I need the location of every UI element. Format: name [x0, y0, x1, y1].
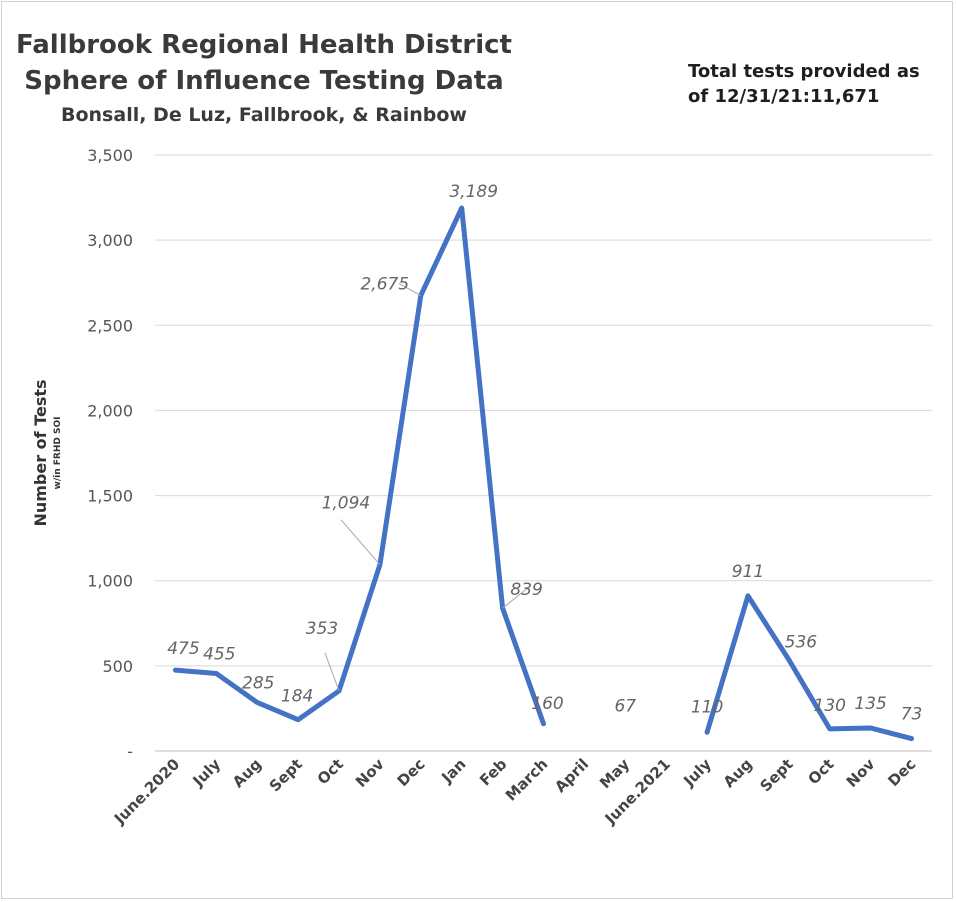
data-label: 475 — [167, 639, 199, 659]
gridlines — [155, 154, 932, 752]
series-segment — [704, 593, 915, 742]
data-label: 73 — [901, 705, 923, 725]
chart-subtitle: Sphere of Influence Testing Data — [24, 66, 504, 96]
y-tick-label: 1,000 — [87, 572, 133, 591]
x-tick-label: Nov — [352, 755, 388, 791]
x-tick-label: Oct — [314, 755, 347, 788]
y-tick-label: 2,000 — [87, 401, 133, 420]
y-tick-label: - — [127, 742, 133, 761]
x-tick-label: June.2020 — [110, 755, 183, 828]
y-axis-ticks: - 500 1,000 1,500 2,000 2,500 3,000 3,500 — [87, 146, 133, 761]
label-leader-lines — [324, 283, 528, 692]
x-tick-label: Aug — [720, 755, 756, 791]
chart-title: Fallbrook Regional Health District — [16, 30, 512, 60]
data-label: 135 — [854, 694, 886, 714]
data-label: 285 — [242, 673, 274, 693]
x-tick-label: Sept — [266, 755, 306, 795]
data-label: 3,189 — [449, 182, 498, 202]
chart-subtitle-communities: Bonsall, De Luz, Fallbrook, & Rainbow — [61, 104, 467, 126]
y-tick-label: 3,500 — [87, 146, 133, 165]
data-label: 2,675 — [360, 274, 409, 294]
x-tick-label: Dec — [394, 755, 429, 790]
data-label: 536 — [785, 633, 818, 653]
x-tick-label: July — [189, 755, 225, 791]
data-label: 353 — [306, 619, 338, 639]
series-segment — [172, 205, 546, 727]
x-tick-label: Dec — [884, 755, 919, 790]
data-label: 110 — [691, 697, 723, 717]
data-label: 839 — [510, 580, 542, 600]
data-label: 130 — [814, 696, 846, 716]
series-line — [172, 205, 915, 742]
x-axis-ticks: June.2020 July Aug Sept Oct Nov Dec Jan FebMarch… — [110, 755, 919, 828]
data-label: 455 — [203, 645, 235, 665]
data-label: 67 — [614, 697, 636, 717]
data-labels: 475 455 285 184 353 1,094 2,675 3,189 839 160 67 11… — [167, 182, 922, 725]
x-tick-label: Sept — [756, 755, 796, 795]
y-tick-label: 2,500 — [87, 316, 133, 335]
data-label: 911 — [732, 562, 764, 582]
data-label: 1,094 — [322, 494, 371, 514]
x-tick-label: Oct — [804, 755, 837, 788]
y-tick-label: 3,000 — [87, 231, 133, 250]
x-tick-label: Nov — [843, 755, 879, 791]
x-tick-label: May — [596, 755, 633, 792]
leader-line — [340, 519, 381, 566]
data-label: 184 — [281, 687, 313, 707]
data-label: 160 — [531, 694, 563, 714]
leader-line — [324, 652, 340, 692]
x-tick-label: July — [679, 755, 715, 791]
x-tick-label: Aug — [229, 755, 265, 791]
total-tests-annotation: Total tests provided as of 12/31/21:11,6… — [688, 61, 920, 107]
y-tick-label: 500 — [102, 657, 133, 676]
y-axis-label: Number of Tests — [31, 379, 50, 526]
leader-line — [398, 283, 422, 296]
x-tick-label: Jan — [437, 755, 469, 787]
leader-line — [502, 587, 528, 609]
y-tick-label: 1,500 — [87, 487, 133, 506]
x-tick-label: March — [502, 755, 552, 805]
y-axis-sublabel: w/in FRHD SOI — [53, 417, 63, 490]
x-tick-label: April — [551, 755, 592, 796]
x-tick-label: Feb — [476, 755, 511, 790]
